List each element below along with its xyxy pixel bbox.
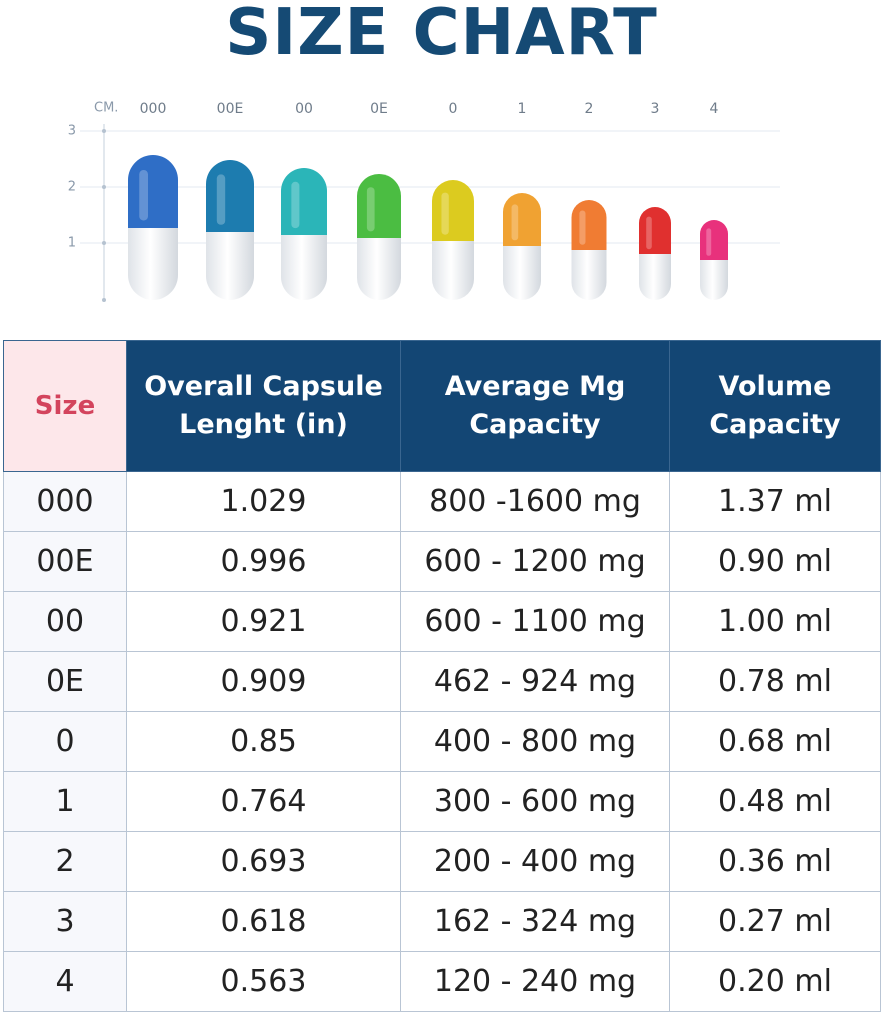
- capsule-body: [571, 250, 607, 300]
- table-row: 1 0.764 300 - 600 mg 0.48 ml: [3, 771, 881, 832]
- size-label: 0E: [370, 101, 388, 117]
- table-cell: 1.029: [126, 471, 401, 532]
- capsule-cap: [357, 174, 401, 238]
- table-row: 2 0.693 200 - 400 mg 0.36 ml: [3, 831, 881, 892]
- table-cell: 800 -1600 mg: [400, 471, 670, 532]
- capsule-cap: [639, 207, 671, 254]
- table-cell: 0.68 ml: [669, 711, 881, 772]
- table-cell: 0: [3, 711, 127, 772]
- table-cell: 1.00 ml: [669, 591, 881, 652]
- size-label: 00E: [217, 101, 244, 117]
- table-cell: 0E: [3, 651, 127, 712]
- capsule-shine: [291, 181, 300, 229]
- capsule-body: [700, 260, 728, 300]
- table-cell: 0.48 ml: [669, 771, 881, 832]
- axis-label: 2: [68, 180, 76, 195]
- capsule-body: [357, 238, 401, 300]
- size-label: 000: [140, 101, 167, 117]
- table-row: 3 0.618 162 - 324 mg 0.27 ml: [3, 891, 881, 952]
- axis-dot: [102, 185, 106, 189]
- table-row: 4 0.563 120 - 240 mg 0.20 ml: [3, 951, 881, 1012]
- table-cell: 400 - 800 mg: [400, 711, 670, 772]
- capsule-cap: [281, 168, 327, 235]
- size-label: 1: [518, 101, 527, 117]
- table-cell: 000: [3, 471, 127, 532]
- capsule-shine: [706, 228, 712, 256]
- size-table: Size Overall Capsule Lenght (in) Average M…: [3, 340, 881, 1012]
- table-cell: 600 - 1200 mg: [400, 531, 670, 592]
- capsule-shine: [216, 174, 226, 225]
- table-row: 00 0.921 600 - 1100 mg 1.00 ml: [3, 591, 881, 652]
- axis-dot: [102, 298, 106, 302]
- table-row: 000 1.029 800 -1600 mg 1.37 ml: [3, 471, 881, 532]
- capsule-body: [128, 228, 178, 300]
- table-cell: 0.78 ml: [669, 651, 881, 712]
- table-cell: 0.27 ml: [669, 891, 881, 952]
- table-cell: 0.996: [126, 531, 401, 592]
- capsule-body: [281, 235, 327, 300]
- table-cell: 2: [3, 831, 127, 892]
- size-label: 00: [295, 101, 313, 117]
- size-label: 4: [710, 101, 719, 117]
- table-cell: 00E: [3, 531, 127, 592]
- column-header: Overall Capsule Lenght (in): [126, 340, 401, 472]
- capsule-body: [639, 254, 671, 300]
- table-cell: 00: [3, 591, 127, 652]
- capsule-cap: [700, 220, 728, 260]
- capsule-shine: [366, 187, 375, 232]
- capsule-cap: [432, 180, 474, 241]
- table-cell: 200 - 400 mg: [400, 831, 670, 892]
- column-header: Size: [3, 340, 127, 472]
- table-cell: 4: [3, 951, 127, 1012]
- capsule-shine: [511, 204, 519, 241]
- size-label: 2: [585, 101, 594, 117]
- table-cell: 1.37 ml: [669, 471, 881, 532]
- table-cell: 0.85: [126, 711, 401, 772]
- capsule-illustration: CM. 3 2 1 000 00E 00 0E 0 1 2 3 4: [68, 101, 780, 302]
- axis-label: 1: [68, 236, 76, 251]
- table-row: 0 0.85 400 - 800 mg 0.68 ml: [3, 711, 881, 772]
- axis-dot: [102, 241, 106, 245]
- table-cell: 0.764: [126, 771, 401, 832]
- table-cell: 300 - 600 mg: [400, 771, 670, 832]
- table-cell: 600 - 1100 mg: [400, 591, 670, 652]
- column-header: Volume Capacity: [669, 340, 881, 472]
- axis-unit: CM.: [94, 101, 118, 116]
- table-cell: 0.909: [126, 651, 401, 712]
- table-cell: 0.618: [126, 891, 401, 952]
- capsule-shine: [441, 192, 449, 235]
- size-label: 3: [651, 101, 660, 117]
- column-header: Average Mg Capacity: [400, 340, 670, 472]
- table-cell: 0.693: [126, 831, 401, 892]
- table-cell: 120 - 240 mg: [400, 951, 670, 1012]
- table-cell: 462 - 924 mg: [400, 651, 670, 712]
- capsule-shine: [646, 216, 652, 250]
- capsule-body: [432, 241, 474, 300]
- table-cell: 0.20 ml: [669, 951, 881, 1012]
- table-cell: 0.921: [126, 591, 401, 652]
- table-row: 0E 0.909 462 - 924 mg 0.78 ml: [3, 651, 881, 712]
- axis-dot: [102, 129, 106, 133]
- capsule-shine: [579, 210, 586, 245]
- table-cell: 162 - 324 mg: [400, 891, 670, 952]
- table-cell: 0.563: [126, 951, 401, 1012]
- title: SIZE CHART: [225, 0, 658, 70]
- table-row: 00E 0.996 600 - 1200 mg 0.90 ml: [3, 531, 881, 592]
- capsule-cap: [206, 160, 254, 232]
- capsule-body: [503, 246, 541, 300]
- table-cell: 1: [3, 771, 127, 832]
- capsule-cap: [503, 193, 541, 246]
- capsule-cap: [571, 200, 607, 250]
- size-label: 0: [449, 101, 458, 117]
- capsule-cap: [128, 155, 178, 228]
- axis-label: 3: [68, 124, 76, 139]
- capsule-body: [206, 232, 254, 300]
- table-cell: 0.90 ml: [669, 531, 881, 592]
- capsule-shine: [139, 170, 148, 221]
- table-cell: 3: [3, 891, 127, 952]
- table-cell: 0.36 ml: [669, 831, 881, 892]
